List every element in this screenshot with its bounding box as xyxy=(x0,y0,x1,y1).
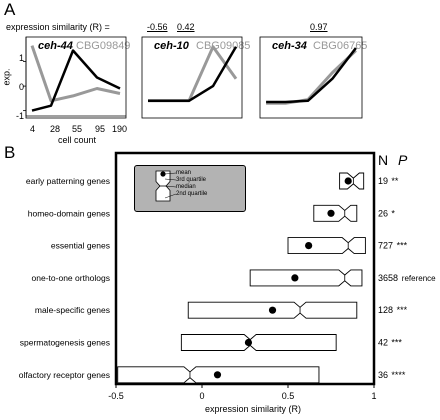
n-value-7: 36 xyxy=(378,370,388,380)
legend-pointer-line xyxy=(164,178,177,181)
x-tick-190: 190 xyxy=(112,124,128,134)
category-label-1: early patterning genes xyxy=(26,176,110,186)
legend-text: mean 3rd quartile median 2nd quartile xyxy=(176,170,207,198)
p-value-3: *** xyxy=(397,241,408,251)
category-label-2: homeo-domain genes xyxy=(28,208,110,218)
p-value-4: reference xyxy=(402,274,436,283)
gray-expression-line-2 xyxy=(148,45,238,103)
line-plot-frame-3 xyxy=(259,36,363,119)
p-value-7: **** xyxy=(391,370,406,380)
boxplot-mean-dot-4 xyxy=(291,274,299,282)
x-tick-95: 95 xyxy=(95,124,106,134)
black-expression-line-2 xyxy=(148,46,238,103)
black-expression-line-1 xyxy=(31,49,121,112)
x-tick-label: 1 xyxy=(371,391,376,401)
legend-pointer-line xyxy=(164,172,177,175)
n-value-1: 19 xyxy=(378,176,388,186)
x-tick-label: -0.5 xyxy=(108,391,124,401)
legend-q2: 2nd quartile xyxy=(176,191,208,197)
legend-q3: 3rd quartile xyxy=(176,177,207,183)
p-header: P xyxy=(398,152,408,168)
boxplot-mean-dot-7 xyxy=(213,371,222,379)
boxplot-box-6 xyxy=(180,334,337,351)
x-tick-label: 0 xyxy=(199,391,204,401)
gray-expression-line-1 xyxy=(30,45,121,103)
p-value-5: *** xyxy=(397,305,408,315)
x-tick-28: 28 xyxy=(50,124,61,134)
n-value-5: 128 xyxy=(378,305,393,315)
similarity-label: expression similarity (R) = xyxy=(6,22,110,32)
category-label-3: essential genes xyxy=(51,241,110,251)
y-tick-0: 0 xyxy=(19,82,25,92)
p-value-2: * xyxy=(391,208,395,218)
n-value-6: 42 xyxy=(378,338,388,348)
legend-median: median xyxy=(176,184,196,190)
boxplot-box-3 xyxy=(287,237,366,255)
line-plot-frame-1 xyxy=(25,36,127,119)
x-tick-4: 4 xyxy=(30,124,36,134)
panel-a-letter: A xyxy=(4,0,16,19)
boxplot-mean-dot-5 xyxy=(268,306,277,314)
legend-box xyxy=(134,165,246,212)
legend-pointer-line xyxy=(164,193,177,199)
cell-count-label: cell count xyxy=(58,135,97,145)
x-tick-label: 0.5 xyxy=(282,391,295,401)
legend-mean: mean xyxy=(176,170,192,176)
panel-b-letter: B xyxy=(4,143,16,162)
boxplot-mean-dot-1 xyxy=(344,177,352,185)
gray-expression-line-3 xyxy=(266,49,357,105)
x-tick-55: 55 xyxy=(72,124,83,134)
category-label-7: olfactory receptor genes xyxy=(19,370,110,380)
gene-gray-2: CBG09085 xyxy=(196,40,251,52)
category-label-5: male-specific genes xyxy=(35,305,110,315)
black-expression-line-3 xyxy=(266,47,357,104)
r-value-3: 0.97 xyxy=(310,22,328,32)
legend-mean-dot xyxy=(160,171,166,177)
category-label-4: one-to-one orthologs xyxy=(32,273,110,283)
p-value-1: ** xyxy=(391,176,399,186)
panel-b-x-label: expression similarity (R) xyxy=(205,404,302,414)
boxplot-box-4 xyxy=(249,269,363,287)
r-value-1: -0.56 xyxy=(147,22,168,32)
p-value-6: *** xyxy=(391,338,402,348)
n-header: N xyxy=(378,152,389,168)
y-tick-minus1: -1 xyxy=(16,111,25,121)
n-value-3: 727 xyxy=(378,241,393,251)
category-label-6: spermatogenesis genes xyxy=(20,338,110,348)
y-tick-1: 1 xyxy=(19,53,25,63)
n-value-2: 26 xyxy=(378,208,388,218)
boxplot-frame xyxy=(114,151,376,386)
gene-black-2: ceh-10 xyxy=(154,40,189,52)
boxplot-mean-dot-2 xyxy=(327,209,335,217)
n-value-4: 3658 xyxy=(378,273,398,283)
boxplot-mean-dot-6 xyxy=(244,338,253,347)
gene-black-1: ceh-44 xyxy=(38,40,73,52)
legend-pointer-line xyxy=(164,185,177,188)
gene-gray-1: CBG09849 xyxy=(76,40,131,52)
boxplot-mean-dot-3 xyxy=(305,242,313,250)
line-plot-frame-2 xyxy=(141,36,243,119)
boxplot-box-2 xyxy=(313,204,358,222)
gene-black-3: ceh-34 xyxy=(272,40,307,52)
r-value-2: 0.42 xyxy=(177,22,195,32)
